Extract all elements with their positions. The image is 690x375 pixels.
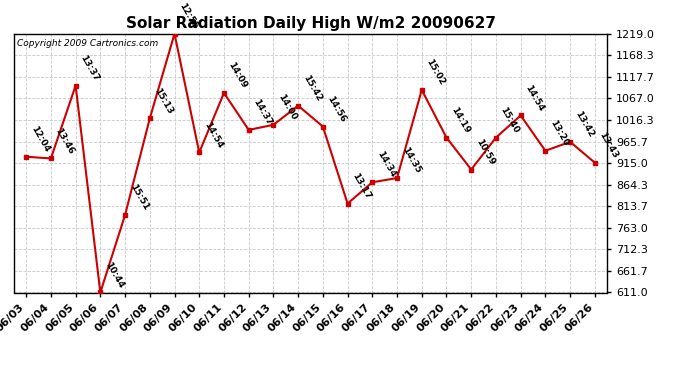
- Text: 15:40: 15:40: [499, 105, 521, 135]
- Text: 10:59: 10:59: [474, 138, 496, 167]
- Text: 15:02: 15:02: [424, 58, 446, 87]
- Text: 12:55: 12:55: [177, 2, 199, 31]
- Text: 13:20: 13:20: [548, 119, 570, 148]
- Text: 13:43: 13:43: [598, 130, 620, 160]
- Text: 14:34: 14:34: [375, 150, 397, 180]
- Text: 10:44: 10:44: [103, 260, 126, 290]
- Text: Copyright 2009 Cartronics.com: Copyright 2009 Cartronics.com: [17, 39, 158, 48]
- Text: 15:51: 15:51: [128, 183, 150, 212]
- Text: 14:19: 14:19: [449, 105, 471, 135]
- Text: 13:46: 13:46: [54, 126, 76, 156]
- Text: 14:37: 14:37: [251, 98, 274, 127]
- Text: 14:09: 14:09: [227, 61, 249, 90]
- Text: 13:17: 13:17: [351, 171, 373, 201]
- Text: 15:13: 15:13: [152, 86, 175, 116]
- Text: 12:04: 12:04: [29, 124, 51, 154]
- Text: 14:35: 14:35: [400, 146, 422, 175]
- Text: 14:00: 14:00: [276, 93, 298, 122]
- Text: 13:42: 13:42: [573, 110, 595, 139]
- Text: 14:54: 14:54: [202, 120, 224, 150]
- Text: 13:37: 13:37: [79, 54, 101, 83]
- Text: 14:54: 14:54: [524, 83, 546, 112]
- Text: 15:42: 15:42: [301, 74, 323, 103]
- Title: Solar Radiation Daily High W/m2 20090627: Solar Radiation Daily High W/m2 20090627: [126, 16, 495, 31]
- Text: 14:56: 14:56: [326, 94, 348, 124]
